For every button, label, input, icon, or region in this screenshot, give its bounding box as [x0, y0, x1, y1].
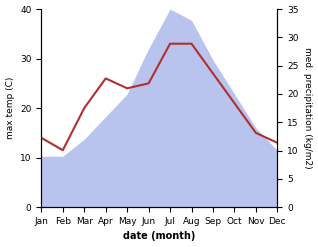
Y-axis label: med. precipitation (kg/m2): med. precipitation (kg/m2)	[303, 47, 313, 169]
Y-axis label: max temp (C): max temp (C)	[5, 77, 15, 139]
X-axis label: date (month): date (month)	[123, 231, 196, 242]
